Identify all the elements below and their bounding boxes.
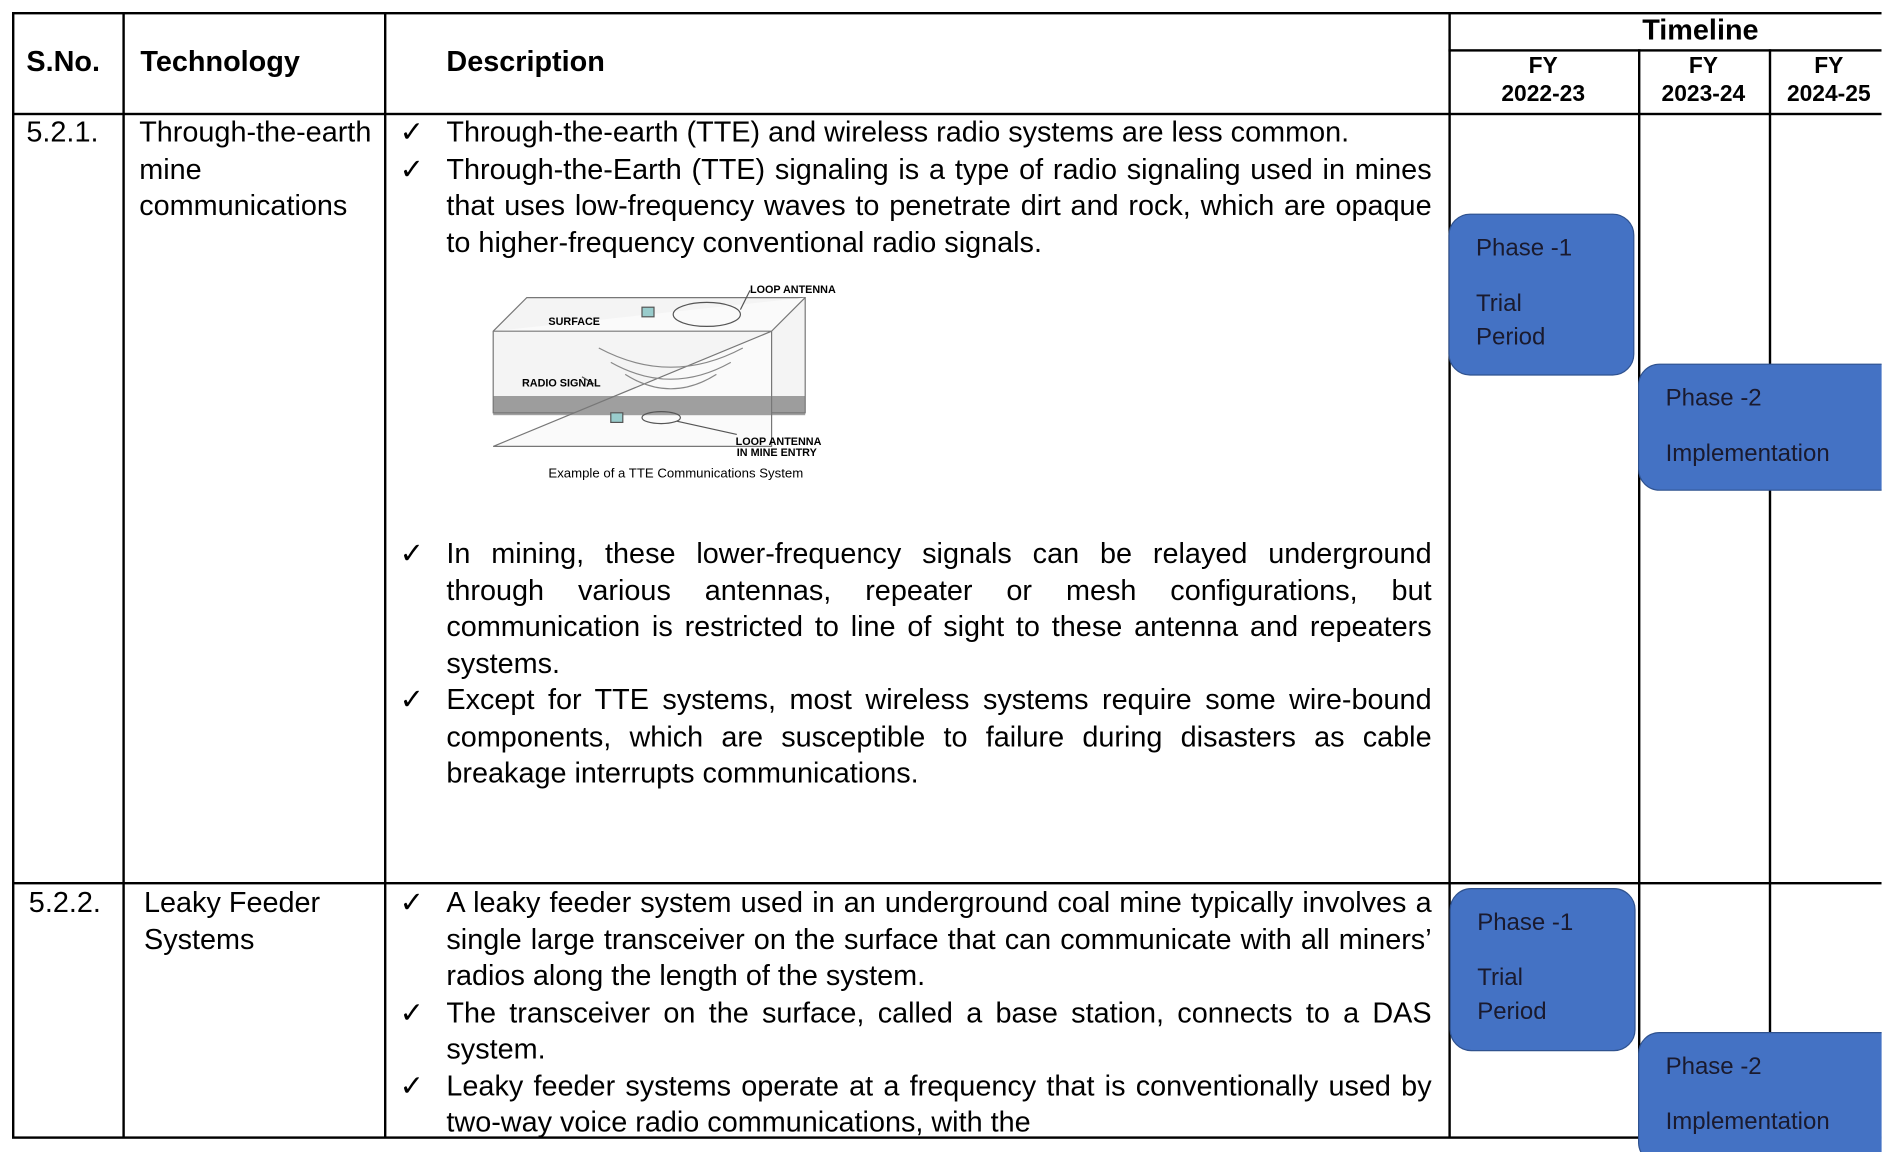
figure-label: RADIO SIGNAL: [522, 377, 601, 389]
technology: Leaky Feeder Systems: [144, 886, 321, 956]
figure-label: SURFACE: [548, 316, 600, 328]
phase-label: Implementation: [1665, 440, 1830, 467]
bullet-text: Except for TTE systems, most wireless sy…: [446, 684, 1432, 790]
bullet: ✓ Through-the-earth (TTE) and wireless ra…: [385, 115, 1431, 152]
phase-name: Phase -2: [1665, 1053, 1762, 1080]
phase-name: Phase -1: [1477, 909, 1574, 937]
fy-label: FY: [1528, 54, 1558, 80]
border: [12, 12, 14, 1138]
bullet-text: Leaky feeder systems operate at a freque…: [446, 1069, 1432, 1139]
figure-label: LOOP ANTENNA: [736, 436, 822, 448]
border: [1768, 49, 1771, 1138]
border: [384, 12, 386, 1138]
sno: 5.2.2.: [28, 886, 101, 920]
phase-label: Trial Period: [1476, 290, 1546, 351]
check-icon: ✓: [399, 153, 424, 186]
bullet: ✓ The transceiver on the surface, called …: [385, 995, 1432, 1068]
bullet: ✓ Except for TTE systems, most wireless s…: [385, 683, 1432, 793]
fy-year: 2024-25: [1786, 81, 1871, 107]
bullet-text: Through-the-Earth (TTE) signaling is a t…: [446, 153, 1432, 259]
bullet: ✓ Through-the-Earth (TTE) signaling is a …: [385, 152, 1432, 262]
phase-box: Phase -2 Implementation: [1638, 363, 1882, 491]
border: [122, 12, 125, 1138]
description: ✓ Through-the-earth (TTE) and wireless ra…: [385, 115, 1432, 793]
tte-figure: LOOP ANTENNA SURFACE RADIO SIGNAL LOOP ANTE…: [492, 284, 836, 481]
phase-name: Phase -1: [1476, 235, 1573, 262]
sno: 5.2.1.: [26, 116, 99, 149]
border: [12, 112, 1882, 115]
border: [1638, 49, 1640, 1138]
bullet-text: A leaky feeder system used in an undergr…: [446, 886, 1432, 993]
phase-name: Phase -2: [1665, 385, 1762, 412]
bullet-text: The transceiver on the surface, called a…: [446, 996, 1432, 1066]
phase-box: Phase -1 Trial Period: [1449, 888, 1636, 1052]
border: [1448, 49, 1882, 52]
border: [12, 882, 1882, 884]
phase-box: Phase -2 Implementation: [1638, 1032, 1882, 1152]
header-technology: Technology: [140, 45, 300, 78]
technology: Through-the-earth mine communications: [139, 116, 372, 223]
bullet: ✓ Leaky feeder systems operate at a frequ…: [385, 1069, 1432, 1142]
header-sno: S.No.: [26, 45, 101, 78]
bullet: ✓ In mining, these lower-frequency signal…: [385, 536, 1432, 682]
year-header: FY 2023-24: [1638, 53, 1769, 108]
year-header: FY 2024-25: [1769, 53, 1882, 108]
figure-label: IN MINE ENTRY: [737, 447, 818, 459]
fy-year: 2022-23: [1501, 81, 1586, 107]
year-header: FY 2022-23: [1448, 53, 1638, 108]
phase-label: Implementation: [1665, 1108, 1830, 1136]
bullet: ✓ A leaky feeder system used in an underg…: [385, 886, 1432, 996]
border: [1448, 12, 1451, 1138]
check-icon: ✓: [399, 684, 424, 717]
check-icon: ✓: [399, 116, 424, 149]
header-description: Description: [446, 45, 605, 78]
fy-year: 2023-24: [1661, 81, 1746, 107]
phase-label: Trial Period: [1477, 964, 1547, 1025]
description: ✓ A leaky feeder system used in an underg…: [385, 886, 1432, 1142]
figure-caption: Example of a TTE Communications System: [548, 466, 803, 481]
check-icon: ✓: [399, 537, 424, 570]
check-icon: ✓: [399, 1069, 424, 1103]
phase-box: Phase -1 Trial Period: [1448, 213, 1635, 376]
check-icon: ✓: [399, 996, 424, 1029]
bullet-text: In mining, these lower-frequency signals…: [446, 537, 1432, 680]
figure-label: LOOP ANTENNA: [750, 284, 836, 296]
check-icon: ✓: [399, 886, 424, 920]
fy-label: FY: [1688, 54, 1718, 80]
border: [12, 12, 1882, 14]
fy-label: FY: [1814, 54, 1844, 80]
bullet-text: Through-the-earth (TTE) and wireless rad…: [446, 116, 1350, 149]
border: [12, 1136, 1882, 1139]
header-timeline: Timeline: [1642, 14, 1759, 47]
